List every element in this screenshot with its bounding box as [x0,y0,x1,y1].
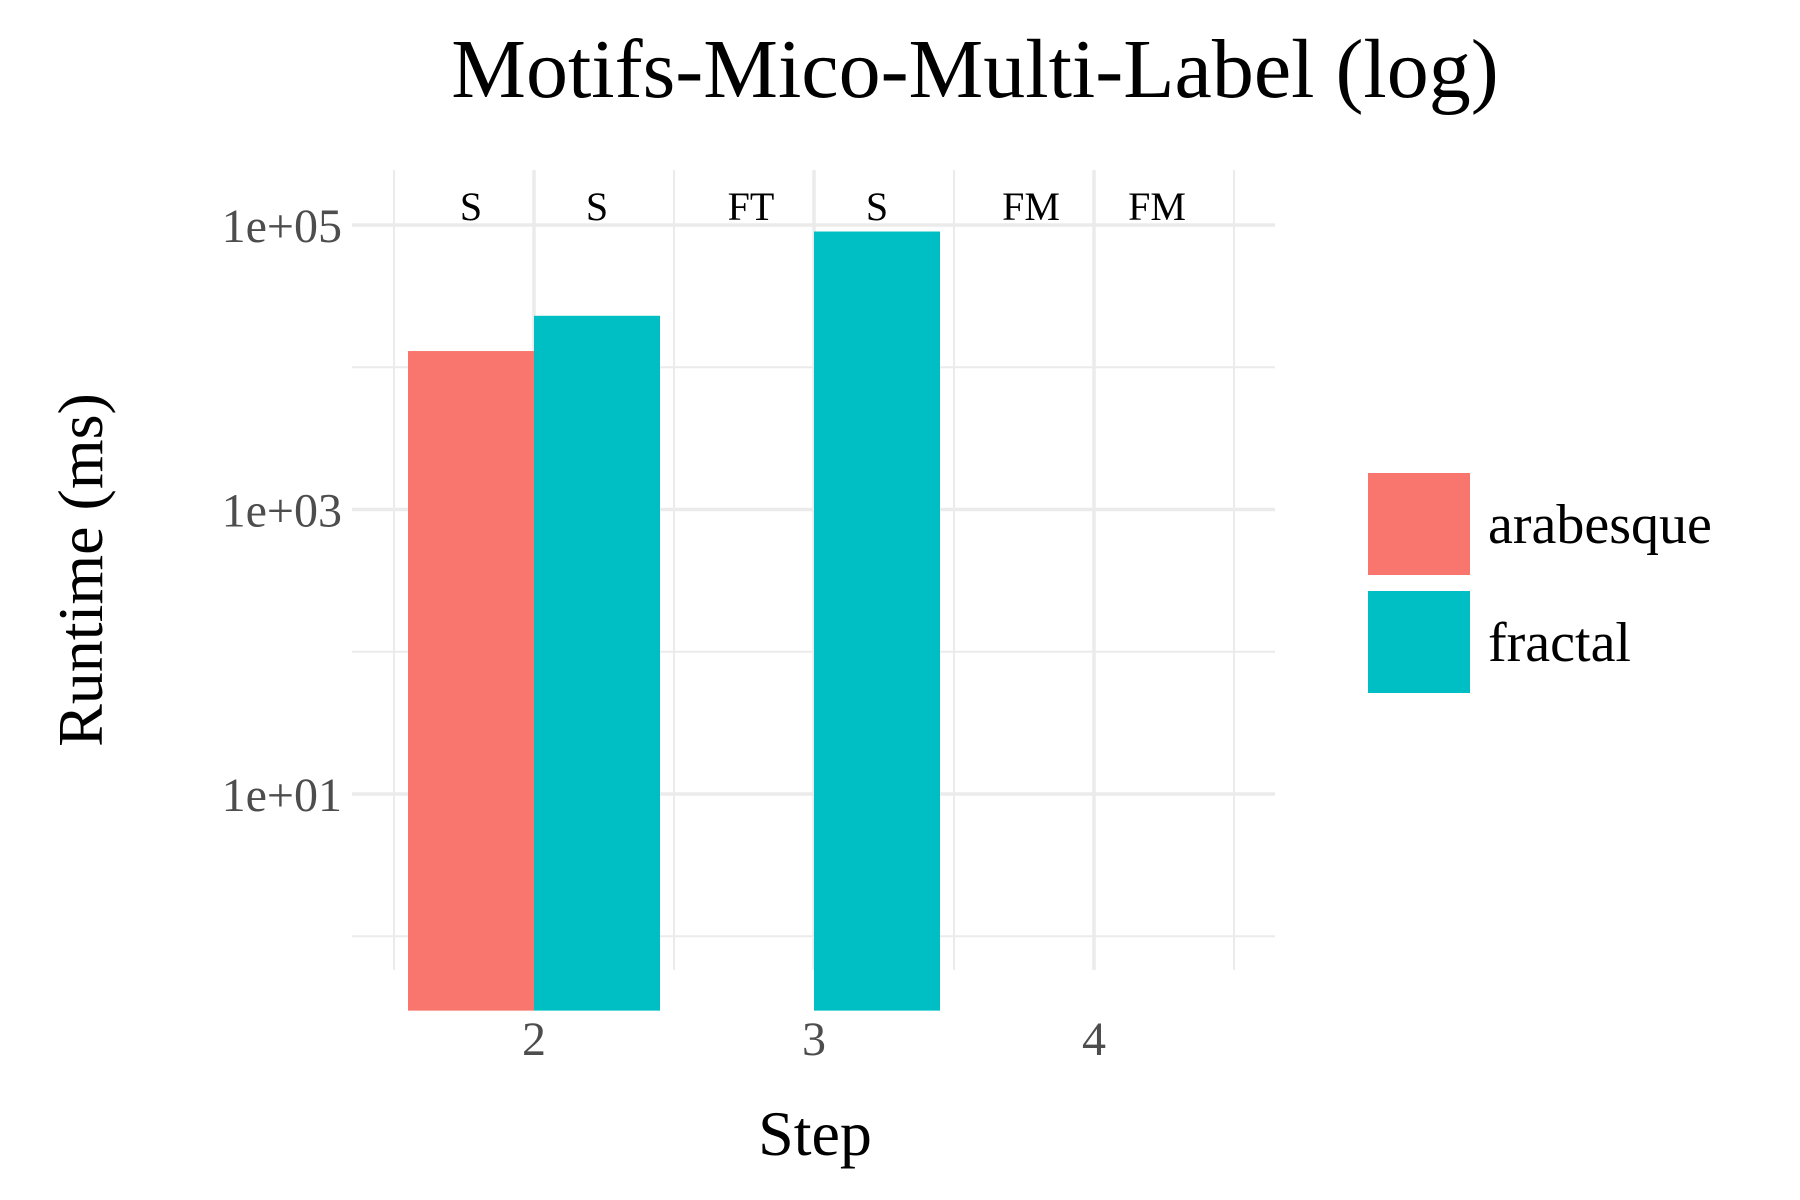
status-label: FM [1002,184,1060,229]
status-label: S [586,184,608,229]
x-tick-label: 3 [802,1013,826,1066]
legend: arabesque fractal [1368,473,1712,693]
status-label: S [866,184,888,229]
chart-title: Motifs-Mico-Multi-Label (log) [451,23,1498,116]
x-axis-title: Step [758,1098,872,1169]
legend-label-fractal: fractal [1488,612,1631,674]
bar-arabesque-2 [408,351,534,1011]
y-tick-label: 1e+01 [222,769,342,822]
legend-label-arabesque: arabesque [1488,494,1712,556]
x-tick-label: 4 [1082,1013,1106,1066]
status-labels: S S FT S FM FM [460,184,1186,229]
x-tick-label: 2 [522,1013,546,1066]
legend-swatch-fractal [1368,591,1470,693]
y-axis-title: Runtime (ms) [45,393,116,747]
status-label: FM [1128,184,1186,229]
y-tick-labels: 1e+01 1e+03 1e+05 [222,200,342,822]
y-tick-label: 1e+05 [222,200,342,253]
x-tick-labels: 2 3 4 [522,1013,1106,1066]
bar-fractal-3 [814,231,940,1011]
bar-fractal-2 [534,315,660,1011]
legend-swatch-arabesque [1368,473,1470,575]
bars [408,231,940,1011]
y-tick-label: 1e+03 [222,485,342,538]
status-label: FT [728,184,775,229]
status-label: S [460,184,482,229]
